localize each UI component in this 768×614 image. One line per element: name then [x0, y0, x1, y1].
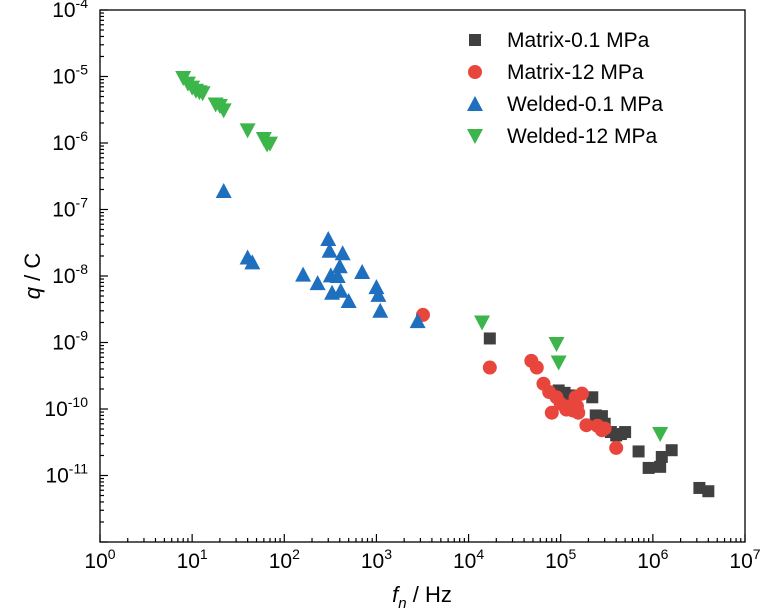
legend-marker — [468, 65, 482, 79]
data-point — [652, 427, 669, 443]
legend-label: Welded-0.1 MPa — [507, 93, 663, 116]
data-point — [483, 332, 496, 345]
y-axis-label: q / C — [20, 253, 45, 300]
x-tick-label: 103 — [361, 546, 392, 573]
x-tick-label: 100 — [84, 546, 115, 573]
y-tick-label: 10-5 — [52, 62, 88, 89]
data-point — [321, 242, 338, 258]
legend-marker — [467, 96, 483, 111]
data-point — [262, 136, 279, 152]
legend-item: Welded-12 MPa — [467, 125, 658, 148]
data-point — [482, 360, 497, 375]
series-3 — [215, 182, 426, 329]
series-1 — [483, 332, 715, 498]
series-2 — [415, 307, 624, 455]
data-point — [586, 391, 599, 404]
y-tick-label: 10-11 — [45, 461, 88, 488]
data-point — [548, 336, 565, 352]
data-point — [215, 182, 232, 198]
data-point — [642, 461, 655, 474]
y-tick-label: 10-8 — [52, 261, 88, 288]
y-tick-label: 10-9 — [52, 328, 88, 355]
legend-label: Matrix-0.1 MPa — [507, 29, 650, 52]
x-tick-label: 104 — [453, 546, 484, 573]
data-point — [655, 450, 668, 463]
data-point — [354, 263, 371, 279]
data-points — [175, 70, 715, 498]
data-point — [574, 386, 589, 401]
x-axis-label: fn / Hz — [392, 582, 452, 612]
x-tick-labels: 100 101 102 103 104 105 106 107 — [84, 546, 760, 573]
legend-label: Matrix-12 MPa — [507, 61, 644, 84]
data-point — [544, 405, 559, 420]
legend-label: Welded-12 MPa — [507, 125, 658, 148]
data-point — [368, 279, 385, 295]
data-point — [474, 315, 491, 331]
data-point — [340, 293, 357, 309]
legend-item: Matrix-12 MPa — [468, 61, 644, 84]
legend-item: Welded-0.1 MPa — [467, 93, 663, 116]
data-point — [571, 405, 586, 420]
data-point — [320, 231, 337, 247]
data-point — [702, 485, 715, 498]
legend-marker — [467, 129, 483, 144]
y-tick-label: 10-6 — [52, 128, 88, 155]
y-tick-label: 10-10 — [44, 394, 88, 421]
data-point — [244, 254, 261, 270]
data-point — [619, 426, 632, 439]
data-point — [295, 266, 312, 282]
data-point — [609, 440, 624, 455]
x-tick-label: 101 — [177, 546, 208, 573]
data-point — [309, 275, 326, 291]
data-point — [579, 418, 594, 433]
legend-marker — [469, 34, 481, 46]
data-point — [409, 313, 426, 329]
data-point — [529, 360, 544, 375]
x-tick-label: 105 — [545, 546, 576, 573]
x-tick-label: 102 — [269, 546, 300, 573]
data-point — [550, 355, 567, 371]
y-tick-labels: 10-11 10-10 10-9 10-8 10-7 10-6 10-5 10-4 — [44, 0, 88, 488]
axis-ticks — [99, 9, 746, 543]
x-tick-label: 107 — [729, 546, 760, 573]
x-tick-label: 106 — [637, 546, 668, 573]
series-4 — [175, 70, 669, 443]
data-point — [239, 123, 256, 139]
data-point — [215, 103, 232, 119]
data-point — [194, 86, 211, 102]
legend-item: Matrix-0.1 MPa — [469, 29, 650, 52]
data-point — [332, 282, 349, 298]
data-point — [334, 245, 351, 261]
data-point — [329, 268, 346, 283]
y-tick-label: 10-4 — [52, 0, 88, 22]
data-point — [654, 460, 667, 473]
data-point — [665, 444, 678, 457]
data-point — [632, 445, 645, 458]
data-point — [370, 286, 387, 302]
data-point — [597, 421, 612, 436]
y-tick-label: 10-7 — [52, 195, 88, 222]
data-point — [372, 302, 389, 318]
legend: Matrix-0.1 MPa Matrix-12 MPa Welded-0.1 MP… — [467, 29, 663, 148]
data-point — [331, 258, 348, 274]
